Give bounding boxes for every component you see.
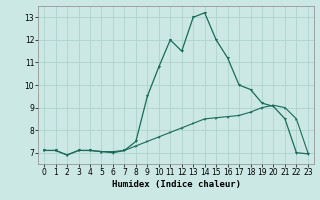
X-axis label: Humidex (Indice chaleur): Humidex (Indice chaleur) — [111, 180, 241, 189]
